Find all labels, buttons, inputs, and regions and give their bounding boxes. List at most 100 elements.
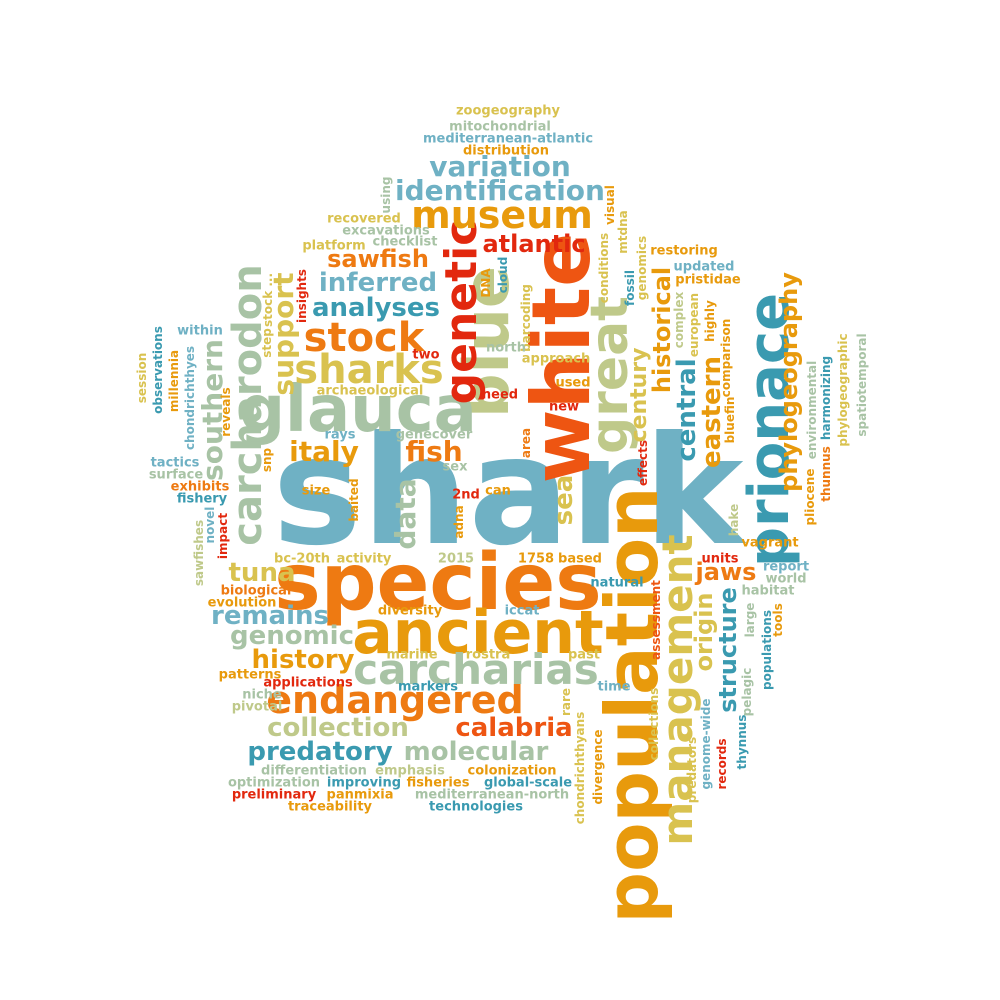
word: spatiotemporal <box>855 333 869 437</box>
word: insights <box>295 269 309 323</box>
word: predators <box>685 736 699 804</box>
word: pelagic <box>740 667 754 717</box>
word: recovered <box>327 211 401 227</box>
word: rare <box>559 687 573 717</box>
word: improving <box>326 775 402 791</box>
word: sharks <box>294 347 444 393</box>
word: chondrichthyes <box>183 345 197 451</box>
word: checklist <box>372 234 438 250</box>
word: atlantic <box>482 230 586 258</box>
word: bluefin <box>723 396 737 444</box>
word: niche <box>242 687 282 703</box>
word: step <box>260 328 274 358</box>
word: time <box>597 679 631 695</box>
word: marine <box>386 647 438 663</box>
word: analyses <box>311 293 441 323</box>
word: evolution <box>207 595 277 611</box>
word: genecover <box>395 427 473 443</box>
word: remains <box>211 601 329 631</box>
word: history <box>251 645 355 675</box>
word: north <box>485 340 527 356</box>
word: phylogeographic <box>836 333 850 447</box>
word: tools <box>771 603 785 637</box>
word: sea <box>549 474 579 526</box>
word: origin <box>690 592 718 672</box>
word: differentiation <box>261 763 367 779</box>
word: traceability <box>287 799 373 815</box>
word: past <box>567 647 601 663</box>
word: chondrichthyans <box>573 711 587 825</box>
word: highly <box>703 300 717 342</box>
word: zoogeography <box>455 103 561 119</box>
word: collection <box>267 713 409 743</box>
word: fishery <box>176 491 228 507</box>
word: molecular <box>403 737 549 767</box>
word: pristidae <box>675 272 741 288</box>
word: applications <box>263 675 353 691</box>
word: sawfishes <box>192 519 206 587</box>
word: two <box>412 347 440 363</box>
word: inferred <box>318 268 438 298</box>
word: identification <box>395 174 605 207</box>
word: DNA <box>479 268 493 298</box>
word: markers <box>398 679 458 695</box>
word: platform <box>302 238 366 254</box>
word: assessment <box>649 580 663 660</box>
word: fossil <box>623 270 637 306</box>
word: mitochondrial <box>449 119 551 135</box>
word: exhibits <box>170 479 230 495</box>
word: stock <box>303 315 425 361</box>
word: approach <box>521 351 591 367</box>
word: harmonizing <box>819 355 833 441</box>
word: genetic <box>436 219 487 405</box>
word: cloud <box>496 256 510 294</box>
word: pivotal <box>231 699 283 715</box>
word: session <box>135 352 149 404</box>
word: preliminary <box>231 787 317 803</box>
word: distribution <box>463 143 549 159</box>
word: natural <box>590 575 644 591</box>
word: glauca <box>239 373 477 447</box>
word: iccat <box>504 603 540 619</box>
word: patterns <box>218 667 282 683</box>
word: 2015 <box>437 551 475 567</box>
word: data <box>389 478 422 550</box>
word: area <box>519 427 533 459</box>
word: sawfish <box>327 245 429 273</box>
word: italy <box>289 435 359 468</box>
word: pliocene <box>803 468 817 526</box>
word: panmixia <box>326 787 394 803</box>
word: world <box>765 571 807 587</box>
word: mediterranean-atlantic <box>422 131 594 147</box>
word: habitat <box>741 583 795 599</box>
word: based <box>558 551 602 567</box>
word: genome-wide <box>699 698 713 790</box>
word: rostra <box>465 647 511 663</box>
word: emphasis <box>375 763 445 779</box>
word: variation <box>429 150 571 183</box>
word: activity <box>336 551 392 567</box>
word: biological <box>220 583 292 599</box>
word: ancient <box>352 598 604 668</box>
word: european <box>687 292 701 358</box>
word: 2nd <box>452 487 480 503</box>
word: collections <box>647 687 661 761</box>
word: rays <box>324 427 356 443</box>
word: reveals <box>219 387 233 437</box>
word: large <box>743 602 757 638</box>
word: shark <box>272 405 744 579</box>
word: thunnus <box>819 446 833 502</box>
word: updated <box>673 259 735 275</box>
word: restoring <box>650 243 718 259</box>
word: species <box>274 538 602 628</box>
word: conditions <box>597 232 611 304</box>
word: excavations <box>342 223 430 239</box>
word: within <box>177 323 223 339</box>
word: visual <box>603 185 617 225</box>
word: used <box>555 375 591 391</box>
word: mediterranean-north <box>414 787 570 803</box>
word: technologies <box>429 799 523 815</box>
word: comparison <box>719 318 733 398</box>
word: phylogeography <box>775 272 803 492</box>
